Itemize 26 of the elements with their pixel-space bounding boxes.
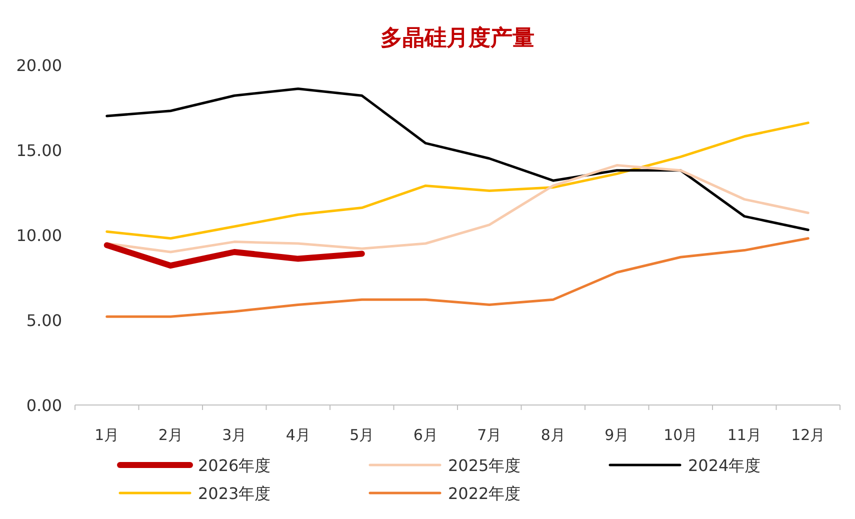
line-series: [106, 237, 810, 318]
x-tick-label: 2月: [158, 426, 183, 444]
x-tick-label: 3月: [222, 426, 247, 444]
x-tick-label: 6月: [413, 426, 438, 444]
x-tick-label: 1月: [94, 426, 120, 444]
x-tick-label: 5月: [350, 426, 374, 444]
x-tick-label: 7月: [477, 426, 502, 444]
x-tick-label: 4月: [286, 426, 310, 444]
x-tick-label: 11月: [727, 426, 762, 444]
legend-label: 2025年度: [448, 456, 521, 475]
y-tick-label: 20.00: [16, 56, 62, 75]
legend-label: 2022年度: [448, 484, 521, 503]
legend-label: 2026年度: [198, 456, 271, 475]
line-series: [106, 88, 810, 232]
line-series: [106, 122, 810, 240]
y-tick-label: 10.00: [16, 226, 62, 245]
x-tick-label: 9月: [604, 426, 630, 444]
x-tick-label: 10月: [664, 426, 698, 444]
x-tick-label: 8月: [540, 426, 566, 444]
legend-label: 2024年度: [688, 456, 761, 475]
y-tick-label: 0.00: [26, 396, 62, 415]
x-tick-label: 12月: [791, 426, 826, 444]
y-tick-label: 5.00: [26, 311, 62, 330]
y-tick-label: 15.00: [16, 141, 62, 160]
legend-label: 2023年度: [198, 484, 271, 503]
chart-title: 多晶硅月度产量: [380, 25, 534, 51]
